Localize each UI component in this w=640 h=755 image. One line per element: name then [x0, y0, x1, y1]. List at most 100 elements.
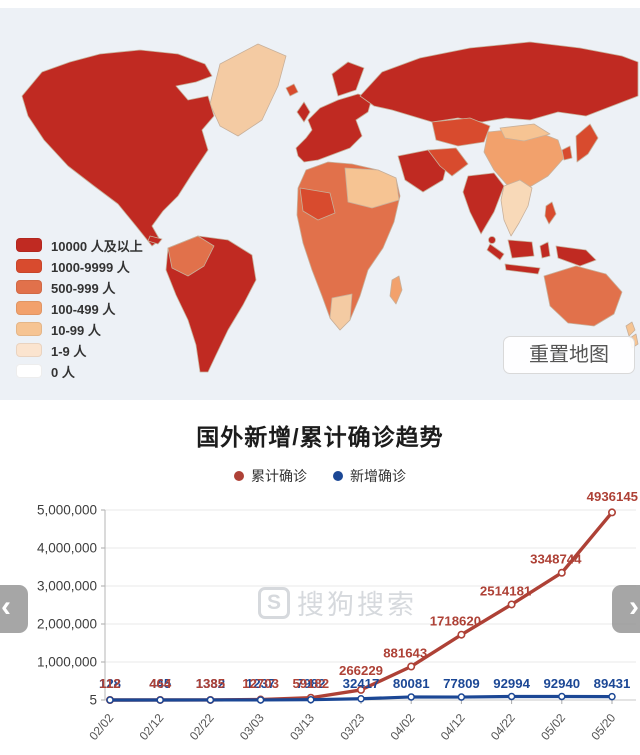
- data-label-new: 92940: [543, 676, 580, 691]
- data-point-new[interactable]: [307, 695, 315, 704]
- data-point-cumulative[interactable]: [607, 508, 616, 517]
- reset-map-button[interactable]: 重置地图: [503, 336, 635, 374]
- data-point-cumulative[interactable]: [457, 630, 466, 639]
- next-arrow-button[interactable]: ›: [612, 585, 640, 633]
- legend-item-cumulative[interactable]: 累计确诊: [234, 466, 307, 486]
- data-label-new: 7982: [296, 676, 325, 691]
- x-tick-label: 02/12: [136, 711, 166, 743]
- map-legend-item: 100-499 人: [16, 301, 143, 317]
- chevron-left-icon: ‹: [1, 590, 11, 623]
- region-central-asia[interactable]: [431, 117, 491, 147]
- map-section: 10000 人及以上 1000-9999 人 500-999 人 100-499 人 1…: [0, 8, 640, 400]
- chevron-right-icon: ›: [629, 590, 639, 623]
- data-point-new[interactable]: [357, 695, 365, 703]
- data-label-new: 89431: [594, 676, 631, 691]
- region-philippines[interactable]: [544, 201, 557, 225]
- map-legend: 10000 人及以上 1000-9999 人 500-999 人 100-499 人 1…: [16, 238, 143, 385]
- x-tick-label: 03/03: [237, 711, 267, 743]
- data-point-new[interactable]: [106, 696, 114, 704]
- data-point-cumulative[interactable]: [507, 600, 516, 609]
- region-europe[interactable]: [295, 93, 373, 163]
- region-cuba[interactable]: [147, 235, 163, 245]
- x-tick-label: 04/12: [438, 711, 468, 743]
- y-tick-label: 5,000,000: [37, 503, 97, 518]
- data-point-cumulative[interactable]: [407, 662, 416, 671]
- data-point-cumulative[interactable]: [557, 568, 566, 577]
- data-point-new[interactable]: [206, 696, 215, 704]
- data-point-new[interactable]: [256, 696, 265, 704]
- x-tick-label: 03/13: [287, 711, 317, 743]
- x-tick-label: 04/22: [488, 711, 518, 743]
- data-label-new: 1237: [246, 676, 275, 691]
- data-label-cumulative: 266229: [339, 663, 383, 678]
- y-tick-label: 4,000,000: [37, 541, 97, 556]
- map-legend-label: 10-99 人: [51, 322, 101, 338]
- region-madagascar[interactable]: [389, 275, 403, 305]
- region-greenland[interactable]: [209, 43, 287, 137]
- data-point-new[interactable]: [156, 696, 164, 704]
- map-legend-item: 10-99 人: [16, 322, 143, 338]
- y-tick-label: 1,000,000: [37, 655, 97, 670]
- region-korea[interactable]: [561, 145, 573, 161]
- x-tick-label: 02/22: [187, 711, 217, 743]
- map-legend-swatch: [16, 343, 42, 357]
- data-point-cumulative[interactable]: [356, 685, 365, 694]
- map-legend-item: 10000 人及以上: [16, 238, 143, 254]
- legend-label-cumulative: 累计确诊: [251, 468, 307, 484]
- data-label-cumulative: 464: [149, 676, 172, 691]
- x-tick-label: 03/23: [337, 711, 367, 743]
- cumulative-dot-icon: [234, 471, 244, 481]
- chart-section: 国外新增/累计确诊趋势 累计确诊 新增确诊 5 1,000,000 2,000,00…: [0, 400, 640, 755]
- world-map[interactable]: [0, 8, 640, 400]
- region-mongolia[interactable]: [499, 123, 551, 142]
- map-legend-label: 10000 人及以上: [51, 238, 143, 254]
- y-tick-label: 5: [89, 692, 97, 707]
- data-label-cumulative: 4936145: [587, 489, 638, 504]
- region-uk[interactable]: [296, 101, 311, 123]
- data-point-new[interactable]: [507, 692, 516, 701]
- region-africa-sahara[interactable]: [344, 167, 400, 209]
- chart-legend: 累计确诊 新增确诊: [0, 468, 640, 484]
- region-south-america-west[interactable]: [167, 235, 215, 277]
- x-tick-label: 04/02: [387, 711, 417, 743]
- chart-title: 国外新增/累计确诊趋势: [196, 424, 444, 450]
- legend-item-new[interactable]: 新增确诊: [333, 466, 406, 486]
- region-north-america[interactable]: [21, 49, 215, 247]
- data-label-new: 77809: [443, 676, 480, 691]
- map-legend-item: 1-9 人: [16, 343, 143, 359]
- region-russia[interactable]: [359, 41, 639, 123]
- map-legend-label: 0 人: [51, 364, 75, 380]
- region-scandinavia[interactable]: [331, 61, 365, 97]
- map-legend-item: 0 人: [16, 364, 143, 380]
- region-japan[interactable]: [575, 123, 599, 163]
- data-point-new[interactable]: [558, 692, 566, 701]
- y-tick-label: 2,000,000: [37, 617, 97, 632]
- region-australia[interactable]: [543, 265, 623, 327]
- data-label-new: 128: [99, 676, 121, 691]
- x-tick-label: 02/02: [86, 711, 116, 743]
- map-legend-label: 100-499 人: [51, 301, 116, 317]
- region-iceland[interactable]: [285, 83, 299, 97]
- legend-label-new: 新增确诊: [350, 468, 406, 484]
- region-indonesia[interactable]: [486, 239, 597, 275]
- region-africa-south[interactable]: [329, 293, 353, 331]
- region-iran[interactable]: [427, 147, 469, 177]
- data-point-new[interactable]: [407, 693, 415, 701]
- data-point-new[interactable]: [457, 693, 466, 701]
- data-point-new[interactable]: [608, 692, 616, 701]
- region-sri-lanka[interactable]: [488, 236, 496, 244]
- data-label-cumulative: 59182: [292, 676, 329, 691]
- data-label-new: 1332: [196, 676, 225, 691]
- data-label-cumulative: 3348744: [530, 552, 582, 567]
- data-label-cumulative: 1718620: [430, 614, 481, 629]
- data-label-new: 32417: [343, 676, 380, 691]
- region-africa-west[interactable]: [299, 187, 336, 221]
- data-label-cumulative: 2514181: [480, 583, 531, 598]
- map-legend-label: 1-9 人: [51, 343, 87, 359]
- trend-chart[interactable]: 5 1,000,000 2,000,000 3,000,000 4,000,000 5,0…: [0, 485, 640, 755]
- prev-arrow-button[interactable]: ‹: [0, 585, 28, 633]
- data-label-new: 445: [149, 676, 171, 691]
- region-india[interactable]: [462, 172, 505, 235]
- region-southeast-asia[interactable]: [500, 179, 533, 237]
